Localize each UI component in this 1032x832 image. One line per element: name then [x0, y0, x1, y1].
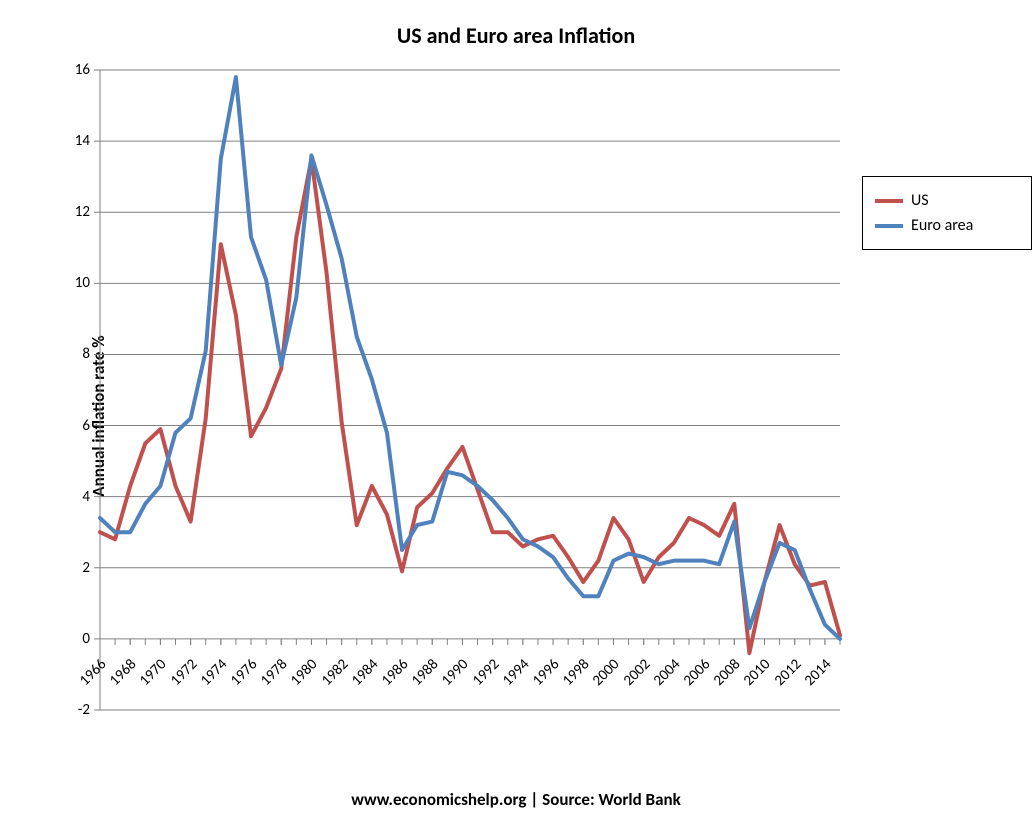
y-tick-label: 14	[60, 132, 90, 150]
y-tick-label: 10	[60, 274, 90, 292]
y-tick-label: 8	[60, 345, 90, 363]
y-tick-label: -2	[60, 701, 90, 719]
y-tick-label: 16	[60, 61, 90, 79]
y-tick-label: 6	[60, 417, 90, 435]
legend-item: Euro area	[875, 216, 1019, 235]
legend: US Euro area	[862, 176, 1032, 250]
y-tick-label: 2	[60, 559, 90, 577]
y-tick-label: 4	[60, 488, 90, 506]
chart-title: US and Euro area Inflation	[0, 22, 1032, 49]
y-tick-label: 0	[60, 630, 90, 648]
legend-label: Euro area	[911, 216, 973, 235]
chart-container: US and Euro area Inflation Annual inflat…	[0, 0, 1032, 832]
x-axis-label: www.economicshelp.org | Source: World Ba…	[0, 789, 1032, 810]
y-tick-label: 12	[60, 203, 90, 221]
legend-item: US	[875, 191, 1019, 210]
legend-swatch	[875, 224, 903, 228]
legend-label: US	[911, 191, 929, 210]
plot-area	[100, 70, 840, 710]
legend-swatch	[875, 199, 903, 203]
